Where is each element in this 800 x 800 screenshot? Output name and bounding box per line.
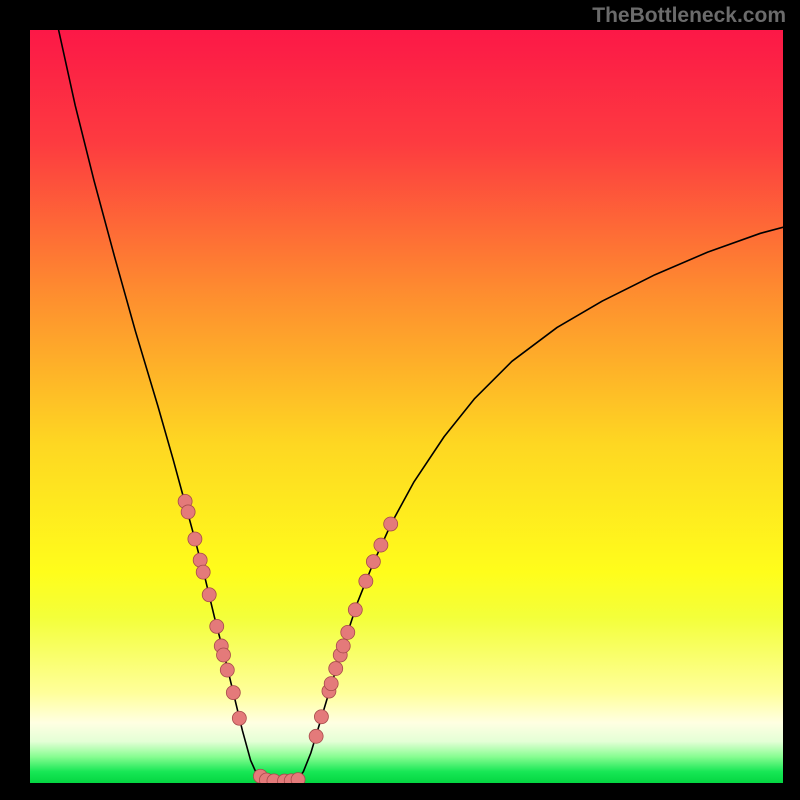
chart-container: TheBottleneck.com bbox=[0, 0, 800, 800]
data-marker bbox=[181, 505, 195, 519]
data-marker bbox=[202, 588, 216, 602]
plot-area bbox=[30, 30, 783, 783]
data-marker bbox=[341, 625, 355, 639]
data-marker bbox=[220, 663, 234, 677]
data-marker bbox=[336, 639, 350, 653]
data-marker bbox=[291, 773, 305, 783]
data-marker bbox=[324, 677, 338, 691]
data-marker bbox=[329, 662, 343, 676]
watermark-text: TheBottleneck.com bbox=[592, 4, 786, 28]
data-marker bbox=[196, 565, 210, 579]
plot-background bbox=[30, 30, 783, 783]
data-marker bbox=[359, 574, 373, 588]
data-marker bbox=[232, 711, 246, 725]
data-marker bbox=[217, 648, 231, 662]
data-marker bbox=[309, 729, 323, 743]
chart-svg bbox=[30, 30, 783, 783]
data-marker bbox=[188, 532, 202, 546]
data-marker bbox=[366, 555, 380, 569]
data-marker bbox=[348, 603, 362, 617]
data-marker bbox=[374, 538, 388, 552]
data-marker bbox=[210, 619, 224, 633]
data-marker bbox=[314, 710, 328, 724]
data-marker bbox=[226, 686, 240, 700]
data-marker bbox=[384, 517, 398, 531]
